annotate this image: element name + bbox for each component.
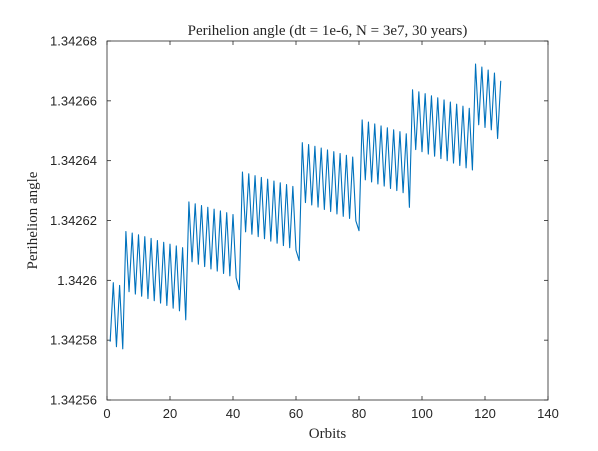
tick-labels: 0 20 40 60 80 100 120 140 1.34256 1.34258 1.3426 1.… (50, 34, 559, 422)
y-tick-label: 1.34266 (50, 93, 97, 108)
plot-frame (106, 40, 549, 401)
x-axis-label: Orbits (309, 426, 347, 442)
y-tick-label: 1.34258 (50, 333, 97, 348)
x-tick-label: 80 (352, 406, 366, 421)
x-tick-label: 100 (411, 406, 433, 421)
x-tick-label: 140 (537, 406, 559, 421)
y-tick-label: 1.34268 (50, 34, 97, 49)
x-tick-label: 0 (103, 406, 110, 421)
data-series (109, 63, 502, 350)
chart-title: Perihelion angle (dt = 1e-6, N = 3e7, 30… (188, 23, 468, 39)
y-tick-label: 1.34264 (50, 153, 97, 168)
y-tick-label: 1.3426 (57, 273, 97, 288)
y-tick-label: 1.34256 (50, 393, 97, 408)
x-tick-label: 20 (163, 406, 177, 421)
series-line (109, 63, 502, 350)
plot-background (107, 41, 548, 400)
x-tick-label: 120 (474, 406, 496, 421)
y-tick-label: 1.34262 (50, 213, 97, 228)
x-tick-label: 40 (226, 406, 240, 421)
x-tick-label: 60 (289, 406, 303, 421)
y-axis-label: Perihelion angle (25, 171, 41, 269)
